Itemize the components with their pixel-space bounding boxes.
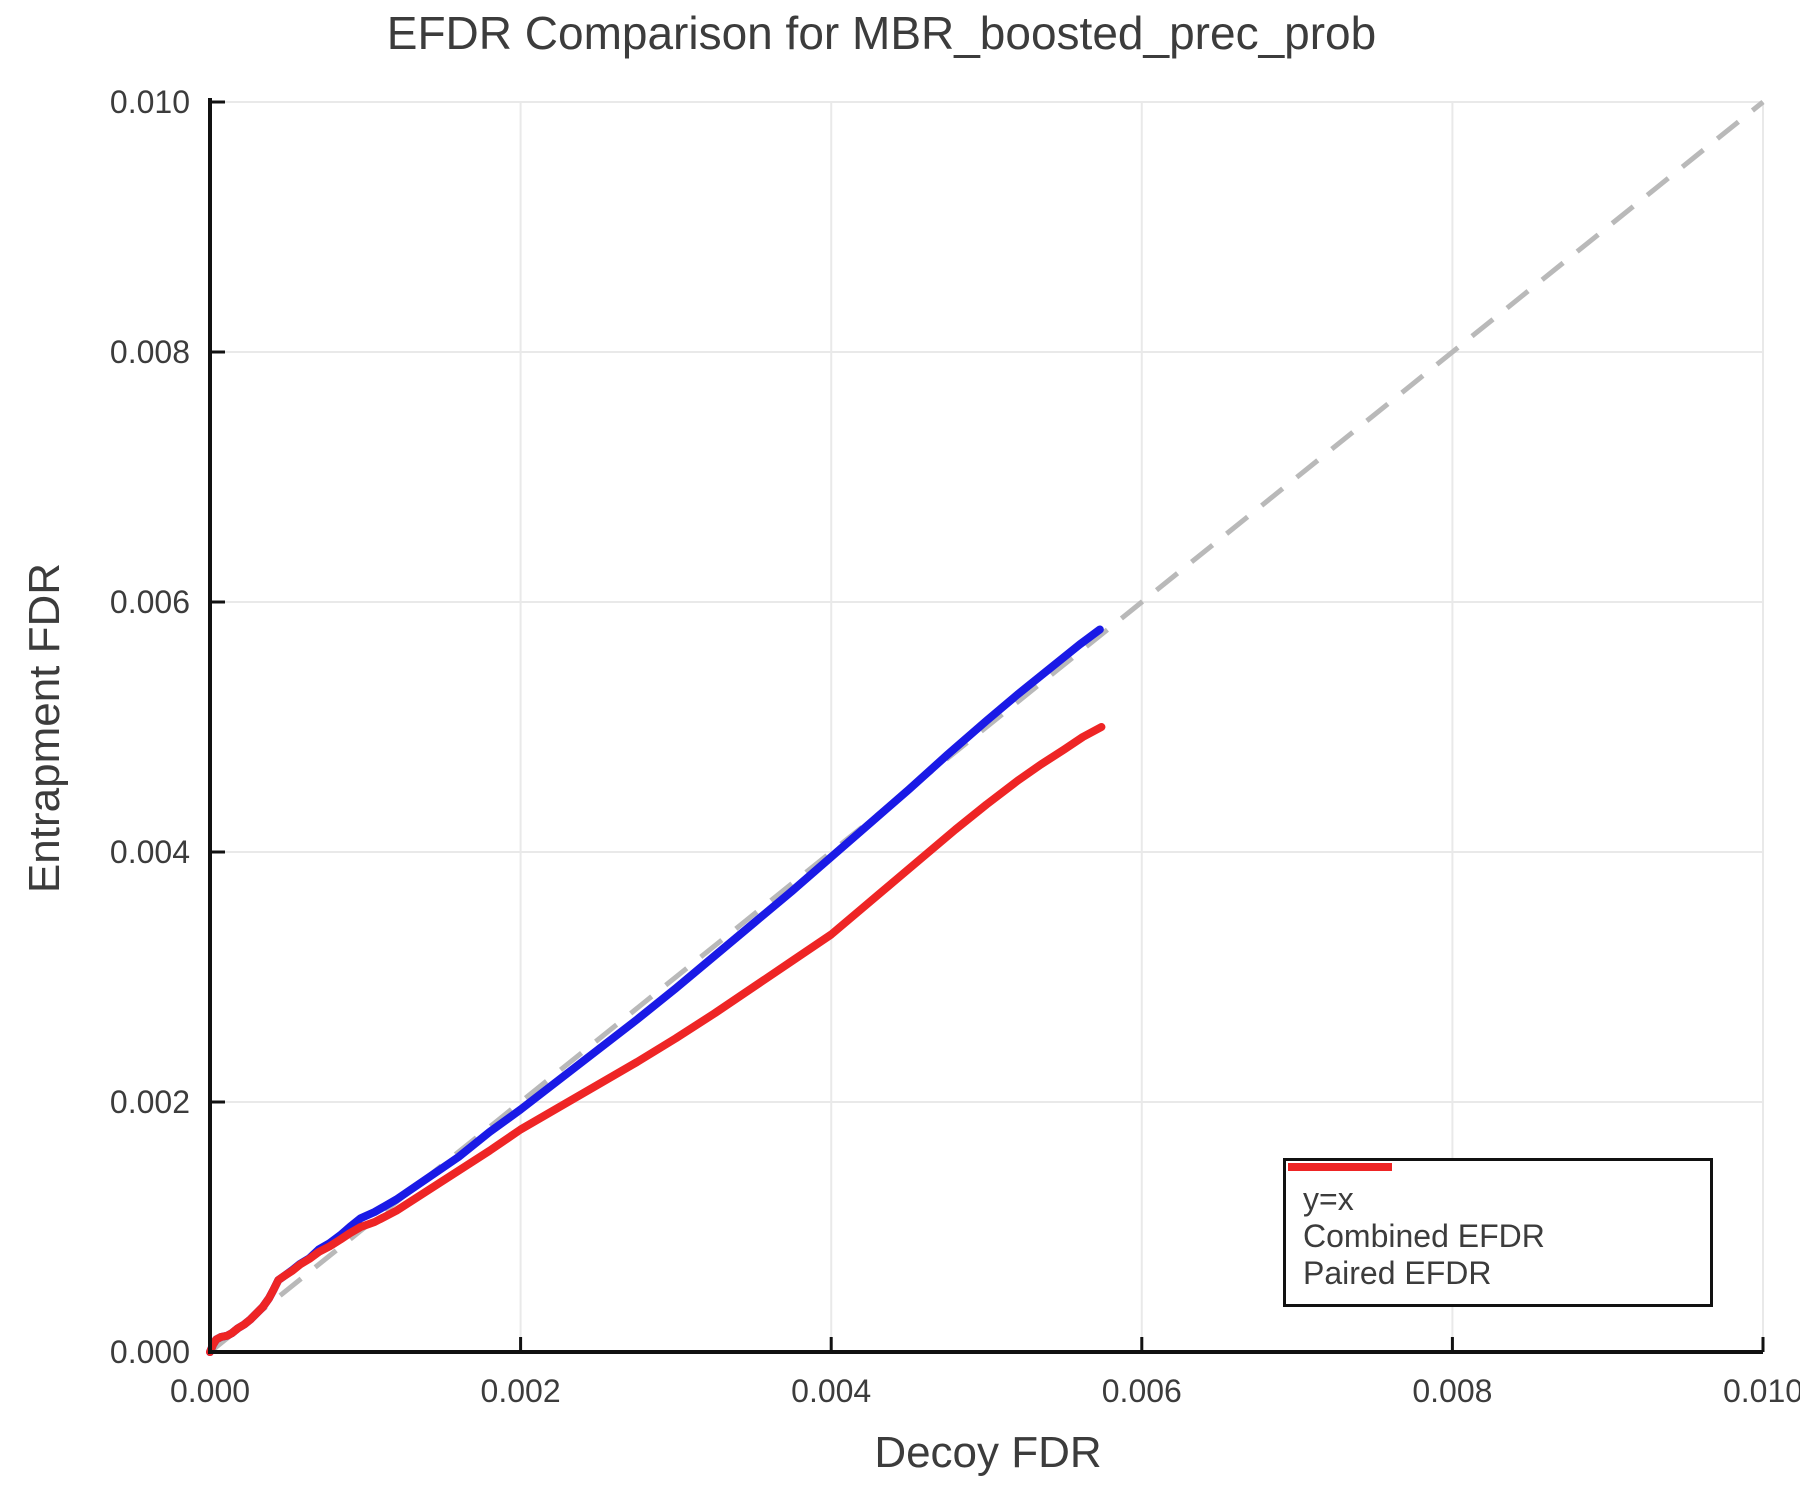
- paired-line-swatch-icon: [1288, 1163, 1392, 1171]
- x-tick-label: 0.002: [480, 1373, 561, 1409]
- legend-label-paired: Paired EFDR: [1303, 1255, 1492, 1291]
- legend: y=x Combined EFDR Paired EFDR: [1283, 1158, 1713, 1307]
- x-tick-label: 0.004: [791, 1373, 872, 1409]
- x-tick-label: 0.010: [1722, 1373, 1800, 1409]
- combined-efdr-line: [206, 625, 1104, 1356]
- legend-item-paired: Paired EFDR: [1288, 1163, 1710, 1292]
- legend-item-identity: y=x: [1288, 1164, 1710, 1218]
- legend-item-combined: Combined EFDR: [1288, 1163, 1710, 1255]
- y-axis-label: Entrapment FDR: [20, 562, 69, 894]
- x-tick-label: 0.008: [1412, 1373, 1493, 1409]
- legend-label-combined: Combined EFDR: [1303, 1218, 1545, 1254]
- chart-title: EFDR Comparison for MBR_boosted_prec_pro…: [386, 7, 1377, 59]
- legend-label-identity: y=x: [1303, 1181, 1354, 1217]
- y-tick-label: 0.000: [109, 1334, 190, 1370]
- y-tick-label: 0.002: [109, 1084, 190, 1120]
- paired-efdr-line: [206, 723, 1106, 1356]
- y-tick-label: 0.004: [109, 834, 190, 870]
- x-tick-label: 0.000: [169, 1373, 251, 1409]
- y-tick-label: 0.008: [109, 334, 190, 370]
- x-axis-label: Decoy FDR: [874, 1428, 1102, 1477]
- x-tick-label: 0.006: [1101, 1373, 1182, 1409]
- y-tick-label: 0.010: [109, 84, 190, 120]
- y-tick-label: 0.006: [109, 584, 190, 620]
